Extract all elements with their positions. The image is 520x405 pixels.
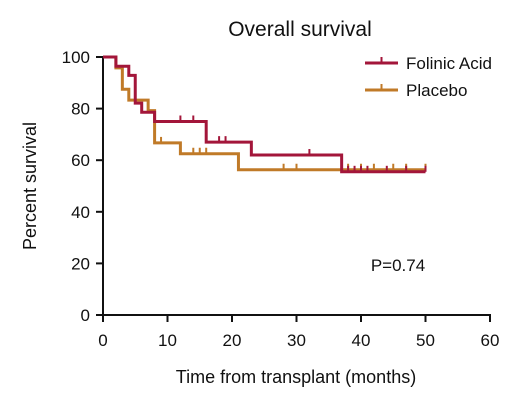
legend: Folinic Acid Placebo bbox=[365, 54, 492, 100]
x-tick-label: 30 bbox=[287, 331, 306, 350]
y-axis-label: Percent survival bbox=[20, 122, 40, 250]
series-layer bbox=[103, 55, 427, 174]
folinic-acid-survival-line bbox=[103, 55, 426, 174]
x-tick-label: 0 bbox=[98, 331, 107, 350]
y-tick-label: 40 bbox=[71, 203, 90, 222]
legend-label-folinic-acid: Folinic Acid bbox=[406, 54, 492, 73]
chart-title: Overall survival bbox=[228, 18, 372, 41]
x-tick-label: 50 bbox=[416, 331, 435, 350]
y-tick-label: 80 bbox=[71, 100, 90, 119]
axes: 0 10 20 30 40 50 60 0 20 40 60 80 100 bbox=[62, 48, 500, 350]
x-axis-label: Time from transplant (months) bbox=[176, 367, 416, 387]
x-tick-label: 10 bbox=[158, 331, 177, 350]
y-tick-label: 20 bbox=[71, 254, 90, 273]
p-value-annotation: P=0.74 bbox=[371, 256, 425, 275]
legend-label-placebo: Placebo bbox=[406, 81, 467, 100]
x-tick-label: 20 bbox=[223, 331, 242, 350]
x-tick-label: 60 bbox=[481, 331, 500, 350]
y-tick-label: 0 bbox=[81, 306, 90, 325]
y-tick-label: 60 bbox=[71, 151, 90, 170]
y-tick-label: 100 bbox=[62, 48, 90, 67]
x-tick-label: 40 bbox=[352, 331, 371, 350]
